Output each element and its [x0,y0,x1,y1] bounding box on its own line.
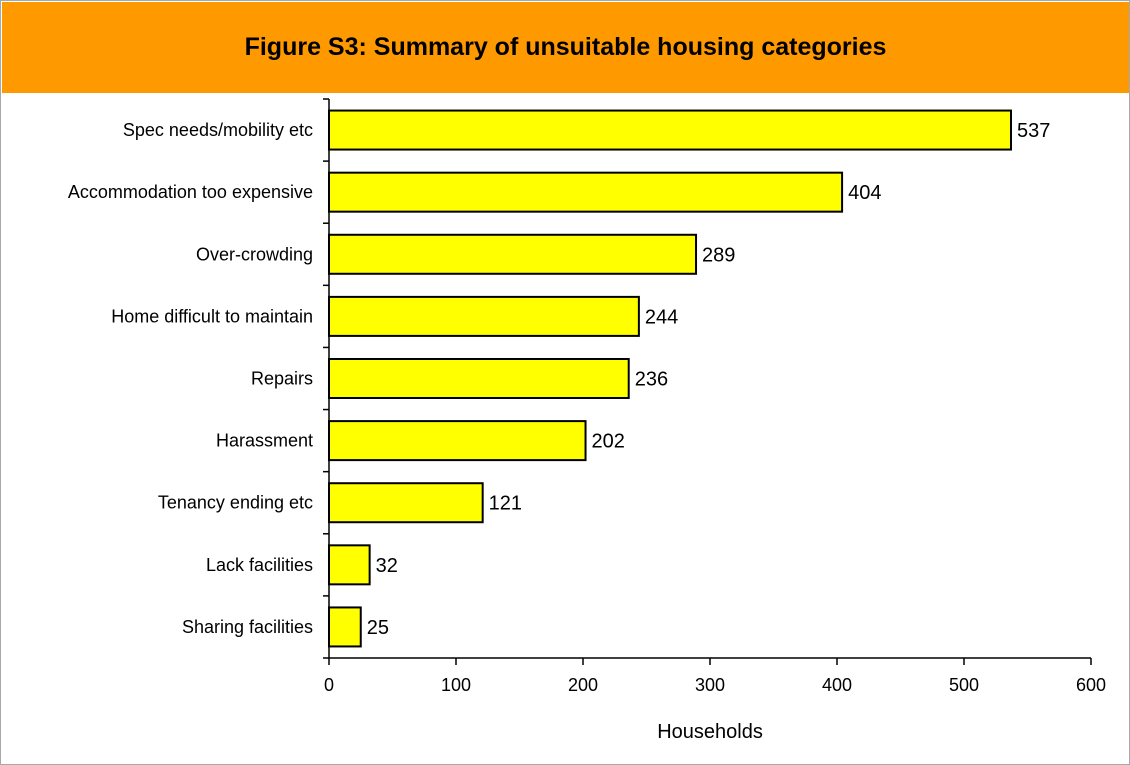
data-label: 32 [376,555,398,577]
data-label: 121 [489,493,522,515]
bar [328,171,844,213]
data-label: 404 [848,182,881,204]
x-tick-label: 0 [324,675,334,695]
data-label: 244 [645,306,678,328]
bar [328,544,371,586]
bar [328,606,362,648]
bar [328,233,698,275]
category-label: Repairs [251,369,313,389]
title-bar: Figure S3: Summary of unsuitable housing… [2,2,1129,93]
category-label: Spec needs/mobility etc [123,120,313,140]
bar [328,420,587,462]
data-label: 537 [1017,120,1050,142]
data-label: 289 [702,244,735,266]
category-label: Lack facilities [206,555,313,575]
x-tick-label: 600 [1076,675,1106,695]
x-tick-label: 300 [695,675,725,695]
category-label: Over-crowding [196,244,313,264]
bars-layer [328,109,1012,648]
chart-title: Figure S3: Summary of unsuitable housing… [244,33,887,61]
data-label: 25 [367,617,389,639]
x-tick-label: 200 [568,675,598,695]
data-label: 236 [635,369,668,391]
bar [328,358,630,399]
category-label: Harassment [216,431,313,451]
bar [328,482,484,524]
x-tick-label: 500 [949,675,979,695]
category-label: Home difficult to maintain [111,306,313,326]
data-label: 202 [592,431,625,453]
labels-layer: Spec needs/mobility etc 537 Accommodation … [68,120,1106,695]
category-label: Tenancy ending etc [158,493,313,513]
x-tick-label: 100 [441,675,471,695]
axes-layer [323,98,1092,665]
x-axis-title: Households [657,721,763,743]
bar [328,295,640,337]
category-label: Accommodation too expensive [68,182,313,202]
x-tick-label: 400 [822,675,852,695]
category-label: Sharing facilities [182,617,313,637]
bar [328,109,1012,151]
